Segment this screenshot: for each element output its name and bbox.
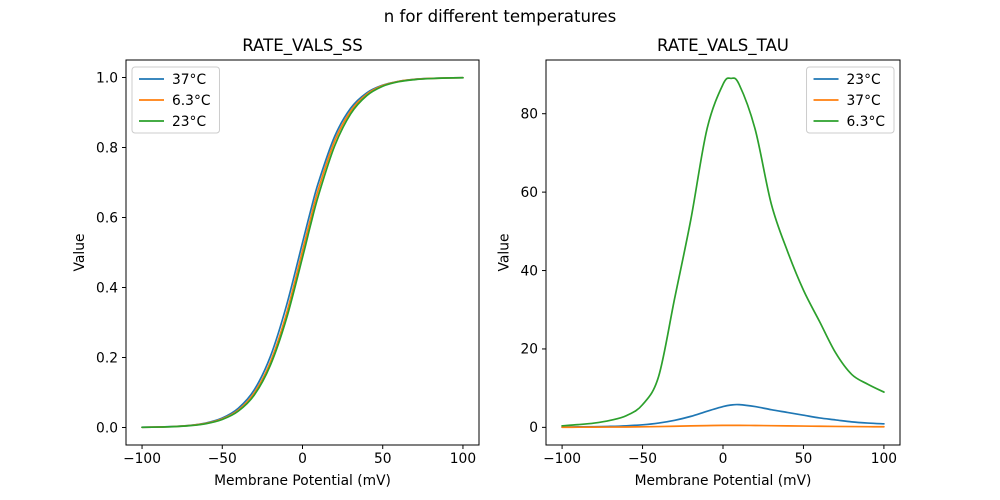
x-tick-label: 50 <box>374 451 392 467</box>
legend-label: 37°C <box>172 72 206 88</box>
y-tick-label: 0.8 <box>96 140 118 156</box>
y-tick-label: 0.6 <box>96 210 118 226</box>
legend-label: 6.3°C <box>847 114 885 130</box>
legend-box <box>806 66 895 134</box>
line-23c <box>141 76 464 429</box>
legend-entry: 23°C <box>813 72 881 88</box>
legend-label: 6.3°C <box>172 93 210 109</box>
subplot-rate-vals-ss: −100 −50 0 50 100 0.0 0.2 0.4 0.6 0.8 1.0 RATE_VALS… <box>72 36 480 489</box>
y-axis-label: Value <box>496 234 512 272</box>
y-tick-label: 1.0 <box>96 70 118 86</box>
y-tick-label: 0.2 <box>96 350 118 366</box>
x-tick-label: −50 <box>208 451 237 467</box>
y-tick-label: 0 <box>529 420 538 436</box>
legend-entry: 37°C <box>813 93 881 109</box>
subplot-title: RATE_VALS_TAU <box>657 36 789 56</box>
legend-entry: 6.3°C <box>139 93 210 109</box>
x-tick-label: 100 <box>871 451 897 467</box>
y-tick-label: 0.4 <box>96 280 118 296</box>
x-tick-label: −100 <box>543 451 581 467</box>
y-tick-label: 80 <box>520 107 538 123</box>
x-tick-label: 100 <box>450 451 476 467</box>
x-tick-label: −50 <box>628 451 657 467</box>
legend-box <box>131 66 220 134</box>
x-tick-label: 50 <box>795 451 813 467</box>
x-axis-label: Membrane Potential (mV) <box>214 473 391 489</box>
legend-entry: 23°C <box>139 114 206 130</box>
subplot-rate-vals-tau: −100 −50 0 50 100 0 20 40 60 80 RATE_VALS_TAU Membr… <box>496 36 901 489</box>
legend-entry: 37°C <box>139 72 206 88</box>
line-6.3c <box>561 77 885 427</box>
y-tick-label: 60 <box>520 185 538 201</box>
line-37c <box>561 424 885 429</box>
legend-label: 23°C <box>847 72 881 88</box>
legend: 37°C 6.3°C 23°C <box>131 66 220 134</box>
y-axis-label: Value <box>72 234 88 272</box>
x-tick-label: 0 <box>719 451 728 467</box>
y-tick-label: 20 <box>520 342 538 358</box>
legend-entry: 6.3°C <box>813 114 885 130</box>
x-tick-label: −100 <box>123 451 161 467</box>
y-tick-label: 40 <box>520 263 538 279</box>
line-23c <box>561 403 885 428</box>
legend-label: 23°C <box>172 114 206 130</box>
x-axis-label: Membrane Potential (mV) <box>635 473 812 489</box>
legend-label: 37°C <box>847 93 881 109</box>
figure-suptitle: n for different temperatures <box>383 7 617 26</box>
subplot-title: RATE_VALS_SS <box>242 36 363 56</box>
x-tick-label: 0 <box>298 451 307 467</box>
y-tick-label: 0.0 <box>96 420 118 436</box>
legend: 23°C 37°C 6.3°C <box>806 66 895 134</box>
